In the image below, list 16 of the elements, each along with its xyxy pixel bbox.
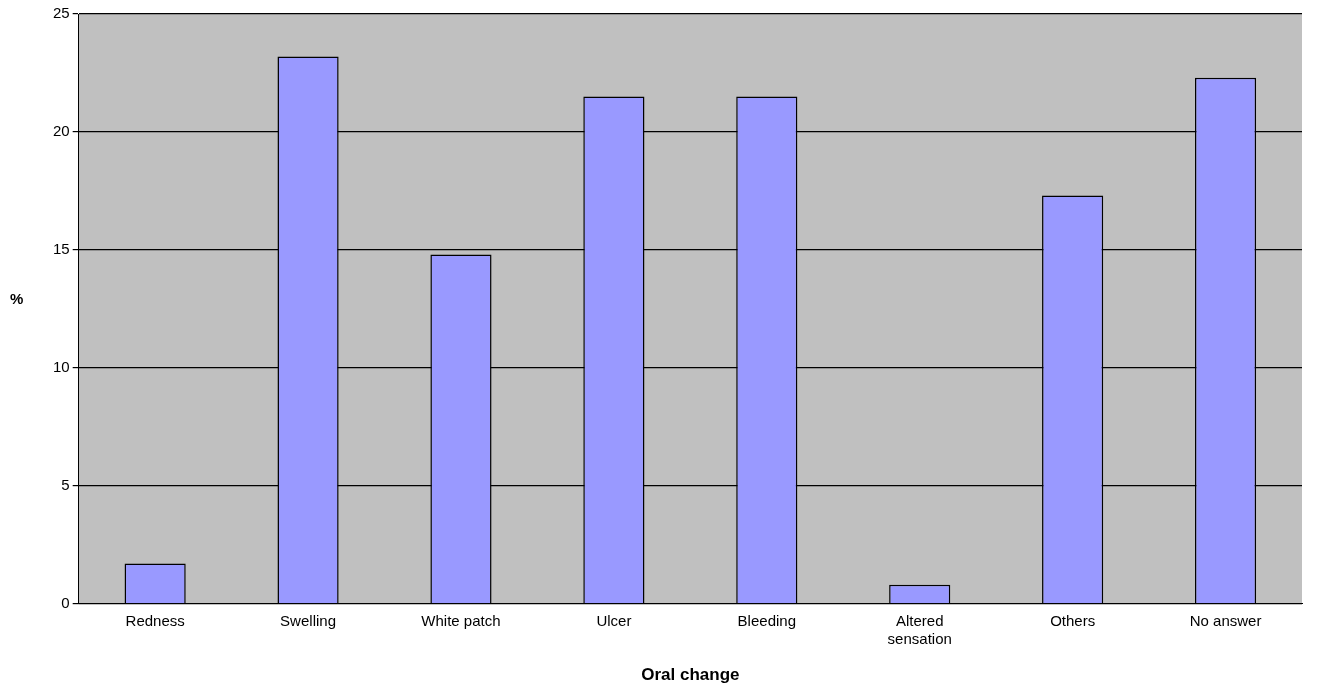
y-tick-label: 25 (53, 4, 70, 22)
x-tick-label: Bleeding (737, 611, 796, 629)
y-tick-label: 20 (53, 122, 70, 140)
x-tick-label: Redness (125, 611, 185, 629)
x-tick-label: Ulcer (596, 611, 632, 629)
x-tick-label: Others (1050, 611, 1096, 629)
y-axis-title: % (10, 290, 24, 307)
x-tick-label: No answer (1189, 611, 1262, 629)
y-tick-label: 0 (61, 593, 70, 611)
x-tick-label: Swelling (280, 611, 336, 629)
y-tick-label: 10 (53, 357, 70, 375)
x-tick-label: Altered sensation (887, 611, 952, 647)
y-tick-label: 5 (61, 475, 70, 493)
x-tick-label: White patch (421, 611, 501, 629)
y-tick-label: 15 (53, 239, 70, 257)
x-axis-title: Oral change (641, 665, 740, 685)
